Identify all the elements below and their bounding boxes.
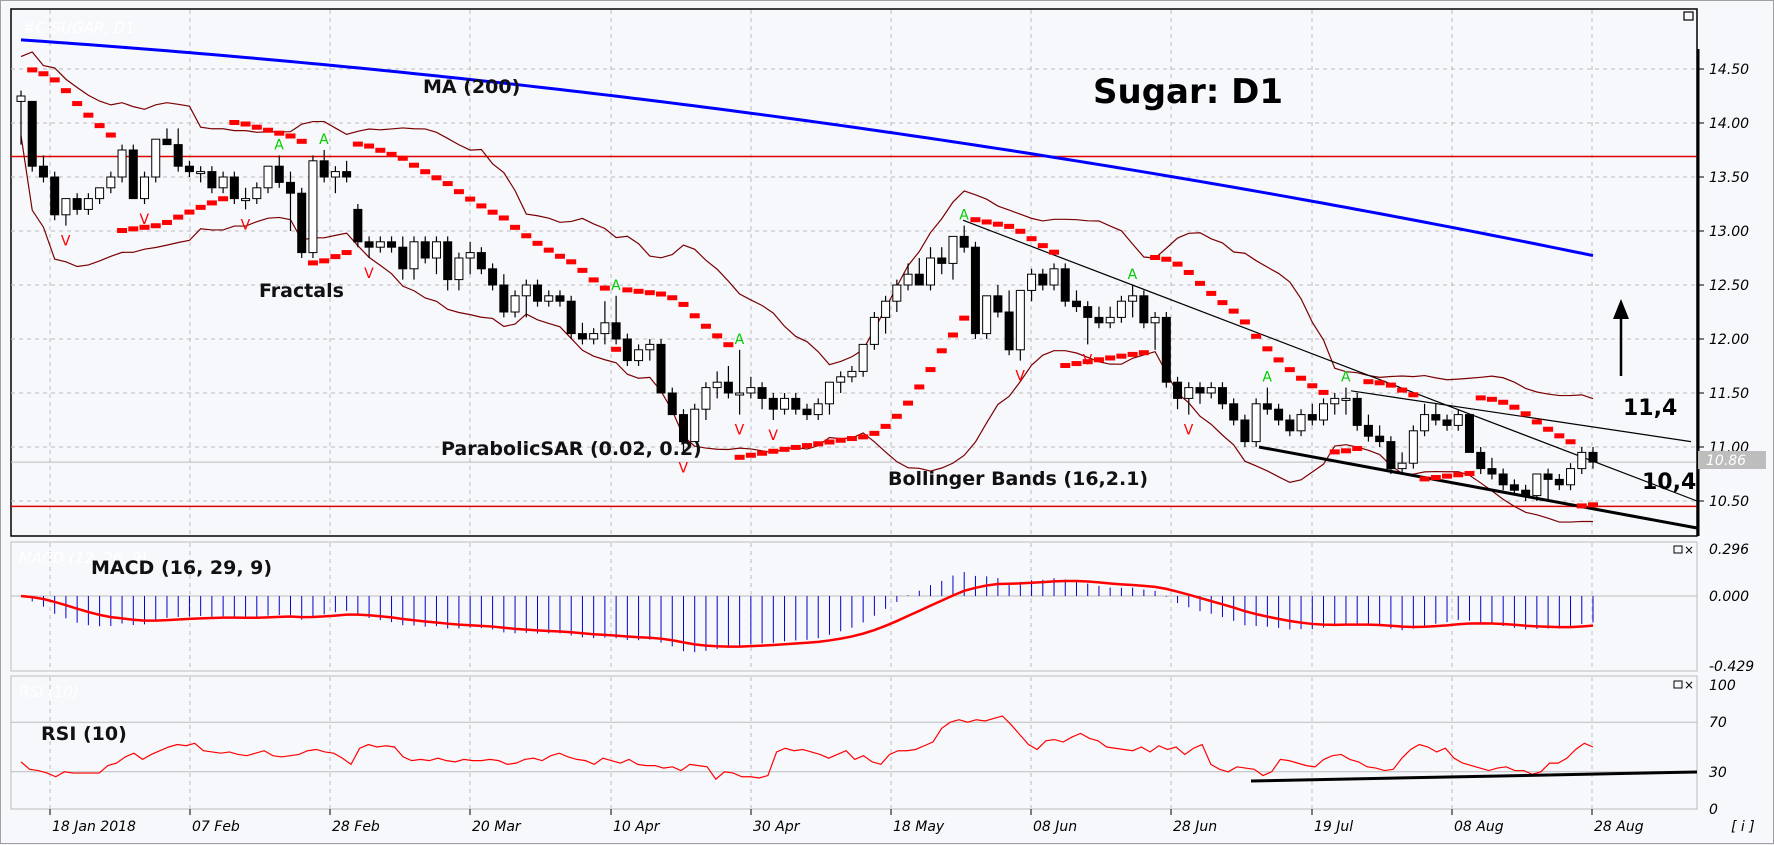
svg-text:V: V (768, 428, 778, 444)
current-price-tag (1698, 451, 1766, 469)
svg-text:-0.429: -0.429 (1709, 659, 1754, 675)
macd-signal-line (20, 579, 1594, 648)
price-tick-label: 12.50 (1709, 278, 1749, 294)
price-axis[interactable]: 14.5014.0013.5013.0012.5012.0011.5011.00… (1698, 62, 1749, 510)
resistance-level-label: 11,4 (1623, 396, 1677, 421)
close-rsi-icon[interactable]: × (1684, 678, 1694, 692)
svg-text:A: A (735, 332, 745, 348)
symbol-watermark: #C-SUGAR, D1 (23, 19, 135, 37)
horizontal-levels (11, 155, 1697, 508)
macd-axis: 0.296 0.000 -0.429 (1709, 542, 1754, 675)
svg-text:0.000: 0.000 (1709, 589, 1749, 605)
svg-text:V: V (241, 217, 251, 233)
price-tick-label: 10.50 (1709, 494, 1749, 510)
support-level-label: 10,4 (1642, 470, 1696, 495)
date-tick-label: 10 Apr (613, 819, 661, 835)
svg-text:V: V (678, 460, 688, 476)
macd-panel[interactable] (10, 541, 1698, 672)
fractals-label: Fractals (259, 280, 344, 302)
price-tick-label: 14.50 (1709, 62, 1749, 78)
macd-label: MACD (16, 29, 9) (91, 557, 272, 579)
svg-text:V: V (140, 212, 150, 228)
date-tick-label: 18 May (893, 819, 945, 835)
svg-text:0: 0 (1709, 802, 1718, 818)
time-axis[interactable]: 18 Jan 2018 07 Feb 28 Feb 20 Mar 10 Apr 30 Ap… (49, 809, 1644, 835)
svg-text:70: 70 (1709, 715, 1727, 731)
date-tick-label: 07 Feb (192, 819, 240, 835)
svg-text:A: A (959, 208, 969, 224)
date-tick-label: 28 Aug (1594, 819, 1644, 835)
current-price-value: 10.86 (1706, 453, 1746, 469)
ma-200-line (20, 38, 1594, 258)
date-tick-label: 28 Feb (332, 819, 380, 835)
rsi-panel[interactable] (10, 675, 1698, 810)
price-tick-label: 12.00 (1709, 332, 1749, 348)
rsi-grid (11, 677, 1697, 808)
candlesticks (16, 90, 1598, 501)
svg-text:A: A (1341, 370, 1351, 386)
rsi-watermark: RSI (10) (19, 683, 79, 701)
close-macd-icon[interactable]: × (1684, 543, 1694, 557)
price-tick-label: 14.00 (1709, 116, 1749, 132)
maximize-macd-icon[interactable] (1673, 545, 1683, 554)
macd-watermark: MACD (12, 26, 9) (19, 549, 148, 567)
fractal-markers: V V V A A V A V A V V A V V A V A A (61, 132, 1351, 476)
maximize-main-icon[interactable] (1683, 11, 1694, 21)
price-tick-label: 13.00 (1709, 224, 1749, 240)
svg-text:A: A (319, 132, 329, 148)
rsi-axis: 100 70 30 0 (1709, 678, 1736, 818)
svg-text:V: V (364, 266, 374, 282)
parabolic-sar-dots (27, 67, 1598, 509)
date-tick-label: 30 Apr (753, 819, 801, 835)
info-button[interactable]: [ i ] (1731, 819, 1755, 835)
price-tick-label: 13.50 (1709, 170, 1749, 186)
bollinger-label: Bollinger Bands (16,2.1) (888, 468, 1148, 490)
macd-histogram (31, 572, 1594, 653)
svg-text:30: 30 (1709, 765, 1727, 781)
svg-text:A: A (274, 137, 284, 153)
date-tick-label: 08 Jun (1033, 819, 1077, 835)
up-arrow-icon (1613, 299, 1629, 376)
date-tick-label: 28 Jun (1173, 819, 1217, 835)
main-grid (11, 10, 1697, 535)
svg-text:100: 100 (1709, 678, 1736, 694)
rsi-line (20, 715, 1594, 781)
svg-text:V: V (1083, 352, 1093, 368)
svg-text:V: V (735, 423, 745, 439)
svg-text:0.296: 0.296 (1709, 542, 1749, 558)
date-tick-label: 19 Jul (1314, 819, 1353, 835)
svg-text:A: A (611, 278, 621, 294)
svg-text:V: V (1184, 423, 1194, 439)
psar-label: ParabolicSAR (0.02, 0.2) (441, 438, 702, 460)
svg-text:A: A (1262, 370, 1272, 386)
svg-text:A: A (1128, 267, 1138, 283)
svg-text:V: V (61, 234, 71, 250)
date-tick-label: 20 Mar (472, 819, 522, 835)
svg-text:V: V (1015, 369, 1025, 385)
date-tick-label: 08 Aug (1454, 819, 1504, 835)
maximize-rsi-icon[interactable] (1673, 680, 1683, 689)
chart-title: Sugar: D1 (1093, 72, 1283, 112)
macd-grid (11, 543, 1697, 670)
rsi-label: RSI (10) (41, 723, 127, 745)
ma-label: MA (200) (423, 76, 520, 98)
main-price-panel[interactable] (10, 8, 1698, 537)
rsi-trend-line (1250, 770, 1698, 783)
price-tick-label: 11.50 (1709, 386, 1749, 402)
date-tick-label: 18 Jan 2018 (52, 819, 136, 835)
